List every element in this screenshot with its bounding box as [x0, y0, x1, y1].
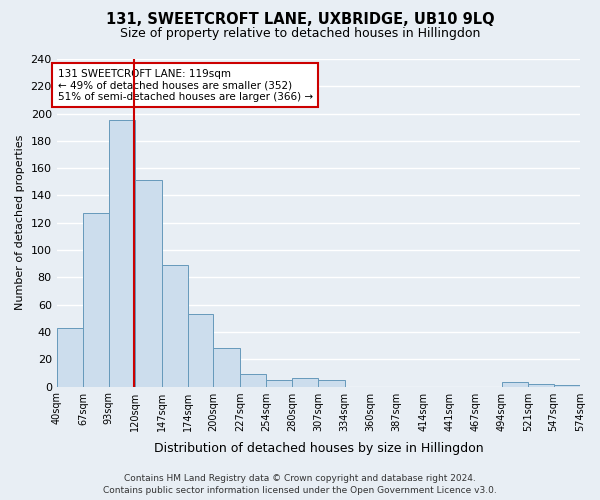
Bar	[135, 180, 161, 386]
X-axis label: Distribution of detached houses by size in Hillingdon: Distribution of detached houses by size …	[154, 442, 483, 455]
Bar	[109, 120, 135, 386]
Bar	[188, 314, 214, 386]
Bar	[240, 374, 266, 386]
Text: Contains HM Land Registry data © Crown copyright and database right 2024.
Contai: Contains HM Land Registry data © Crown c…	[103, 474, 497, 495]
Text: 131, SWEETCROFT LANE, UXBRIDGE, UB10 9LQ: 131, SWEETCROFT LANE, UXBRIDGE, UB10 9LQ	[106, 12, 494, 28]
Bar	[528, 384, 554, 386]
Bar	[502, 382, 528, 386]
Y-axis label: Number of detached properties: Number of detached properties	[15, 135, 25, 310]
Text: Size of property relative to detached houses in Hillingdon: Size of property relative to detached ho…	[120, 28, 480, 40]
Bar	[214, 348, 240, 387]
Bar	[292, 378, 319, 386]
Bar	[554, 385, 580, 386]
Bar	[161, 265, 188, 386]
Bar	[56, 328, 83, 386]
Bar	[319, 380, 345, 386]
Bar	[83, 213, 109, 386]
Bar	[266, 380, 292, 386]
Text: 131 SWEETCROFT LANE: 119sqm
← 49% of detached houses are smaller (352)
51% of se: 131 SWEETCROFT LANE: 119sqm ← 49% of det…	[58, 68, 313, 102]
